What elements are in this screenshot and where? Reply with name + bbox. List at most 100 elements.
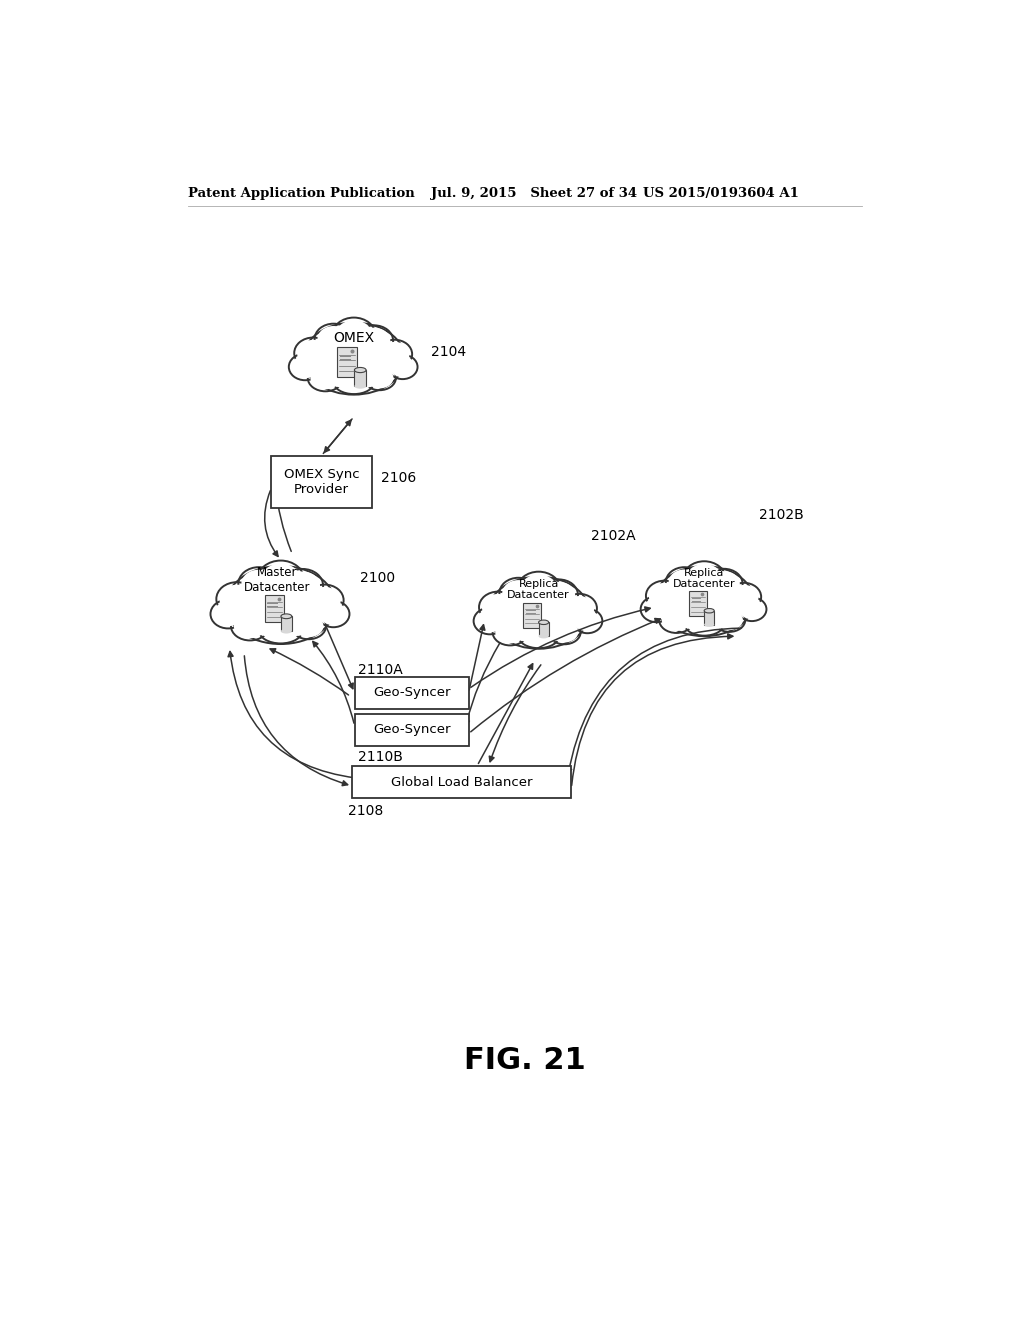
Ellipse shape bbox=[520, 574, 557, 605]
Ellipse shape bbox=[219, 585, 254, 614]
Ellipse shape bbox=[336, 321, 373, 350]
Text: Patent Application Publication: Patent Application Publication bbox=[188, 186, 415, 199]
Ellipse shape bbox=[641, 597, 673, 622]
Ellipse shape bbox=[500, 578, 538, 609]
Text: 2106: 2106 bbox=[381, 471, 416, 484]
Ellipse shape bbox=[213, 602, 243, 626]
Ellipse shape bbox=[291, 355, 318, 379]
Text: Jul. 9, 2015   Sheet 27 of 34: Jul. 9, 2015 Sheet 27 of 34 bbox=[431, 186, 637, 199]
Ellipse shape bbox=[366, 368, 393, 388]
Ellipse shape bbox=[539, 620, 549, 624]
Ellipse shape bbox=[262, 619, 299, 642]
Ellipse shape bbox=[310, 327, 397, 389]
Ellipse shape bbox=[649, 583, 680, 609]
Ellipse shape bbox=[737, 598, 766, 622]
Text: 2108: 2108 bbox=[348, 804, 383, 817]
Ellipse shape bbox=[388, 355, 418, 379]
Ellipse shape bbox=[739, 599, 764, 619]
Ellipse shape bbox=[669, 569, 700, 595]
Text: Geo-Syncer: Geo-Syncer bbox=[373, 686, 451, 700]
FancyBboxPatch shape bbox=[689, 591, 707, 616]
Ellipse shape bbox=[308, 587, 341, 614]
Ellipse shape bbox=[354, 367, 367, 372]
Text: OMEX: OMEX bbox=[333, 330, 375, 345]
Ellipse shape bbox=[337, 371, 371, 392]
Ellipse shape bbox=[281, 614, 292, 619]
Ellipse shape bbox=[654, 566, 754, 636]
Ellipse shape bbox=[286, 572, 321, 601]
FancyBboxPatch shape bbox=[281, 616, 292, 631]
Ellipse shape bbox=[308, 364, 343, 391]
Ellipse shape bbox=[562, 594, 597, 623]
Ellipse shape bbox=[283, 569, 324, 603]
Ellipse shape bbox=[521, 626, 556, 647]
Ellipse shape bbox=[502, 579, 535, 606]
Text: Global Load Balancer: Global Load Balancer bbox=[391, 776, 532, 788]
Text: Geo-Syncer: Geo-Syncer bbox=[373, 723, 451, 737]
Text: FIG. 21: FIG. 21 bbox=[464, 1047, 586, 1076]
Ellipse shape bbox=[358, 327, 390, 354]
Ellipse shape bbox=[729, 585, 759, 609]
Ellipse shape bbox=[548, 620, 581, 644]
Ellipse shape bbox=[354, 384, 367, 388]
Ellipse shape bbox=[289, 354, 322, 380]
Ellipse shape bbox=[257, 561, 304, 599]
Ellipse shape bbox=[564, 597, 594, 620]
Text: Replica
Datacenter: Replica Datacenter bbox=[507, 578, 570, 601]
Ellipse shape bbox=[226, 566, 336, 644]
Ellipse shape bbox=[705, 623, 715, 627]
Ellipse shape bbox=[496, 620, 525, 643]
Ellipse shape bbox=[364, 366, 396, 391]
Ellipse shape bbox=[294, 338, 332, 368]
Ellipse shape bbox=[539, 634, 549, 639]
Text: 2102B: 2102B bbox=[759, 508, 804, 521]
Text: Master
Datacenter: Master Datacenter bbox=[244, 566, 310, 594]
FancyBboxPatch shape bbox=[352, 766, 571, 799]
Ellipse shape bbox=[231, 611, 269, 640]
Ellipse shape bbox=[242, 570, 276, 598]
FancyBboxPatch shape bbox=[271, 455, 372, 508]
Ellipse shape bbox=[543, 582, 575, 609]
Ellipse shape bbox=[727, 583, 761, 611]
Ellipse shape bbox=[496, 582, 582, 643]
Ellipse shape bbox=[574, 611, 600, 631]
FancyBboxPatch shape bbox=[354, 677, 469, 709]
Ellipse shape bbox=[686, 564, 722, 593]
Ellipse shape bbox=[687, 614, 721, 634]
Ellipse shape bbox=[380, 342, 410, 367]
FancyBboxPatch shape bbox=[354, 370, 367, 387]
Ellipse shape bbox=[234, 572, 328, 638]
Ellipse shape bbox=[216, 582, 257, 616]
Ellipse shape bbox=[487, 577, 590, 648]
Ellipse shape bbox=[683, 561, 725, 595]
Text: 2102A: 2102A bbox=[591, 529, 636, 543]
FancyBboxPatch shape bbox=[539, 622, 549, 636]
Ellipse shape bbox=[705, 609, 715, 612]
Ellipse shape bbox=[518, 624, 559, 648]
Ellipse shape bbox=[239, 568, 280, 601]
Text: 2100: 2100 bbox=[360, 572, 395, 585]
Ellipse shape bbox=[716, 610, 742, 630]
Ellipse shape bbox=[317, 326, 349, 352]
Ellipse shape bbox=[476, 610, 504, 632]
Ellipse shape bbox=[709, 572, 739, 597]
Ellipse shape bbox=[305, 585, 344, 616]
Ellipse shape bbox=[643, 598, 670, 620]
Ellipse shape bbox=[317, 601, 349, 627]
Ellipse shape bbox=[662, 609, 691, 631]
Ellipse shape bbox=[291, 612, 326, 639]
Text: 2110B: 2110B bbox=[358, 750, 403, 764]
Ellipse shape bbox=[294, 615, 324, 638]
Ellipse shape bbox=[646, 581, 683, 611]
Text: US 2015/0193604 A1: US 2015/0193604 A1 bbox=[643, 186, 799, 199]
Ellipse shape bbox=[493, 619, 527, 645]
FancyBboxPatch shape bbox=[523, 603, 541, 628]
Ellipse shape bbox=[540, 579, 578, 610]
Ellipse shape bbox=[662, 572, 746, 631]
Ellipse shape bbox=[659, 607, 693, 634]
Text: 2110A: 2110A bbox=[357, 664, 402, 677]
Ellipse shape bbox=[684, 612, 724, 636]
Ellipse shape bbox=[551, 622, 579, 643]
Text: 2104: 2104 bbox=[431, 346, 466, 359]
Ellipse shape bbox=[517, 572, 560, 607]
